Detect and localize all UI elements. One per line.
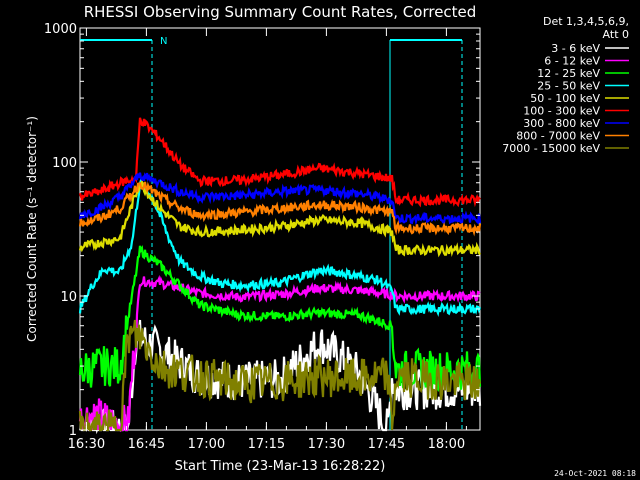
y-axis-label: Corrected Count Rate (s⁻¹ detector⁻¹) — [25, 116, 39, 342]
x-tick-label-6: 18:00 — [428, 437, 465, 452]
legend-header-line-2: Att 0 — [603, 28, 629, 41]
x-axis-label: Start Time (23-Mar-13 16:28:22) — [175, 459, 386, 474]
x-tick-label-5: 17:45 — [368, 437, 405, 452]
legend-label-5: 100 - 300 keV — [523, 105, 600, 118]
series-line-6 — [78, 172, 482, 226]
x-tick-label-0: 16:30 — [68, 437, 105, 452]
y-tick-label-2: 100 — [52, 156, 77, 171]
x-tick-label-2: 17:00 — [188, 437, 225, 452]
legend-label-8: 7000 - 15000 keV — [502, 142, 600, 155]
chart-title: RHESSI Observing Summary Count Rates, Co… — [84, 3, 477, 21]
series-5 — [78, 117, 481, 208]
x-tick-label-1: 16:45 — [128, 437, 165, 452]
night-label: N — [160, 36, 167, 47]
legend-label-4: 50 - 100 keV — [530, 92, 600, 105]
y-tick-label-0: 1 — [69, 424, 77, 439]
series-line-2 — [78, 245, 482, 392]
legend-label-6: 300 - 800 keV — [523, 117, 600, 130]
legend-header-line-1: Det 1,3,4,5,6,9, — [543, 15, 629, 28]
legend-label-2: 12 - 25 keV — [537, 67, 600, 80]
legend-label-3: 25 - 50 keV — [537, 80, 600, 93]
series-line-7 — [78, 181, 482, 237]
series-line-5 — [78, 117, 481, 208]
y-tick-label-1: 10 — [60, 290, 77, 305]
axes: 16:30 16:45 17:00 17:15 17:30 17:45 18:00 1 10 10… — [44, 22, 480, 452]
series-line-8 — [78, 319, 482, 432]
x-tick-label-4: 17:30 — [308, 437, 345, 452]
footer-timestamp: 24-Oct-2021 08:18 — [554, 469, 636, 478]
series-layer — [78, 117, 482, 435]
legend-label-7: 800 - 7000 keV — [516, 130, 600, 143]
series-7 — [78, 181, 482, 237]
series-2 — [78, 245, 482, 392]
legend-label-0: 3 - 6 keV — [551, 42, 600, 55]
series-6 — [78, 172, 482, 226]
legend-label-1: 6 - 12 keV — [544, 55, 600, 68]
x-tick-label-3: 17:15 — [248, 437, 285, 452]
series-1 — [78, 274, 481, 433]
series-line-1 — [78, 274, 481, 433]
y-tick-label-3: 1000 — [44, 22, 77, 37]
series-8 — [78, 319, 482, 432]
